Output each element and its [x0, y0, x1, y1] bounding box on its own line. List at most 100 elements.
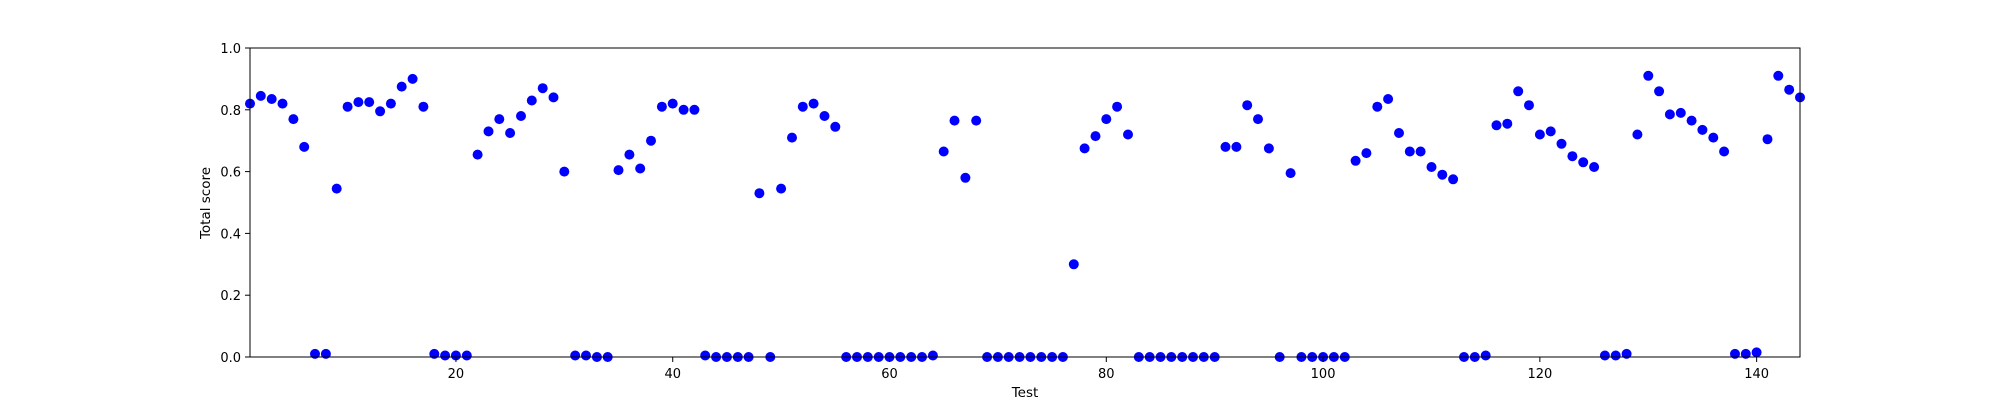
data-point [949, 115, 960, 126]
data-points [245, 70, 1805, 362]
data-point [310, 348, 320, 359]
data-point [255, 90, 266, 101]
data-point [364, 97, 375, 108]
data-point [320, 348, 331, 359]
data-point [1415, 146, 1426, 157]
data-point [960, 172, 971, 183]
data-point [797, 101, 808, 112]
data-point [277, 98, 288, 109]
data-point [1740, 348, 1751, 359]
data-point [375, 106, 386, 117]
data-point [1534, 129, 1545, 140]
data-point [667, 98, 678, 109]
data-point [1599, 350, 1610, 361]
data-point [613, 165, 624, 176]
data-point [1730, 348, 1740, 359]
data-point [1751, 347, 1762, 358]
data-point [830, 121, 841, 132]
x-tick-label: 100 [1311, 367, 1336, 382]
data-point [1513, 86, 1524, 97]
data-point [700, 350, 711, 361]
data-point [635, 163, 646, 174]
data-point [1675, 107, 1686, 118]
data-point [787, 132, 797, 143]
data-point [385, 98, 396, 109]
data-point [581, 350, 591, 361]
data-point [1524, 100, 1534, 111]
data-point [299, 141, 310, 152]
data-point [548, 92, 559, 103]
data-point [559, 166, 570, 177]
y-axis-label: Total score [198, 167, 214, 240]
data-point [1361, 148, 1372, 159]
data-point [1502, 118, 1513, 129]
data-point [331, 183, 342, 194]
data-point [440, 350, 451, 361]
data-point [971, 115, 982, 126]
y-tick-label: 0.6 [220, 166, 241, 181]
data-point [1578, 157, 1589, 168]
data-point [1708, 132, 1719, 143]
x-tick-label: 140 [1744, 367, 1769, 382]
y-tick-label: 0.8 [220, 104, 241, 119]
data-point [1686, 115, 1697, 126]
data-point [1426, 162, 1437, 172]
data-point [526, 95, 537, 106]
y-axis: 0.0 0.2 0.4 0.6 0.8 1.0 [220, 42, 250, 366]
data-point [1773, 70, 1784, 81]
data-point [1610, 350, 1621, 361]
data-point [1784, 84, 1795, 95]
data-point [1123, 129, 1133, 140]
data-point [1383, 94, 1394, 104]
data-point [1491, 120, 1502, 131]
data-point [1231, 141, 1242, 152]
x-tick-label: 80 [1098, 367, 1115, 382]
y-tick-label: 0.2 [220, 289, 241, 304]
data-point [1101, 114, 1112, 125]
x-axis: 20 40 60 80 100 120 140 [448, 357, 1769, 382]
data-point [1404, 146, 1415, 157]
data-point [689, 104, 700, 115]
data-point [537, 83, 548, 94]
data-point [418, 101, 429, 112]
data-point [472, 149, 483, 160]
data-point [570, 350, 581, 361]
data-point [1480, 350, 1491, 361]
data-point [396, 81, 407, 92]
data-point [938, 146, 949, 157]
data-point [1545, 126, 1556, 137]
plot-frame [249, 47, 1801, 358]
data-point [505, 128, 516, 138]
data-point [1719, 146, 1730, 157]
data-point [1285, 168, 1296, 179]
data-point [1242, 100, 1253, 111]
data-point [1079, 143, 1090, 154]
data-point [624, 149, 635, 160]
data-point [516, 111, 526, 121]
data-point [656, 101, 667, 112]
data-point [429, 348, 440, 359]
y-tick-label: 0.0 [220, 351, 241, 366]
data-point [1448, 174, 1459, 185]
data-point [1437, 169, 1448, 180]
x-tick-label: 20 [448, 367, 465, 382]
data-point [1654, 86, 1665, 97]
data-point [461, 350, 472, 361]
data-point [1762, 134, 1773, 145]
data-point [927, 350, 938, 361]
data-point [1556, 138, 1567, 149]
data-point [1664, 109, 1675, 120]
data-point [1394, 128, 1404, 138]
data-point [1112, 101, 1123, 112]
data-point [1632, 129, 1643, 140]
data-point [1068, 259, 1079, 270]
data-point [819, 111, 830, 121]
y-tick-label: 0.4 [220, 227, 241, 242]
data-point [808, 98, 819, 109]
data-point [483, 126, 494, 137]
data-point [1263, 143, 1274, 154]
data-point [1253, 114, 1263, 125]
data-point [1589, 162, 1600, 172]
data-point [450, 350, 461, 361]
